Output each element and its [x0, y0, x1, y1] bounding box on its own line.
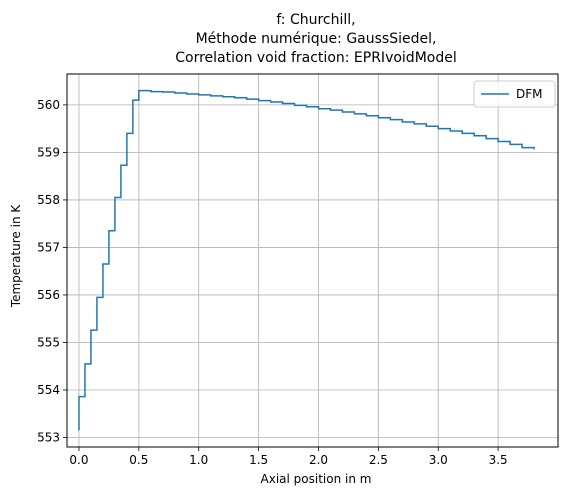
legend-box [473, 80, 556, 108]
y-tick-label: 556 [37, 288, 60, 302]
y-tick-label: 559 [37, 145, 60, 159]
title-line-1: f: Churchill, [276, 12, 355, 28]
title-line-3: Correlation void fraction: EPRIvoidModel [175, 50, 456, 66]
y-tick-label: 560 [37, 98, 60, 112]
x-axis: 0.0 0.5 1.0 1.5 2.0 2.5 3.0 3.5 [69, 447, 508, 467]
y-tick-label: 553 [37, 430, 60, 444]
x-axis-label: Axial position in m [261, 472, 372, 486]
y-axis: 553 554 555 556 557 558 559 560 [37, 98, 67, 444]
plot-frame [66, 73, 559, 448]
y-axis-label: Temperature in K [9, 204, 23, 309]
x-tick-label: 3.5 [489, 453, 508, 467]
y-tick-label: 554 [37, 383, 60, 397]
x-tick-label: 3.0 [429, 453, 448, 467]
plot-series [78, 89, 535, 431]
legend: DFM [473, 80, 556, 108]
y-tick-label: 558 [37, 193, 60, 207]
x-tick-label: 1.0 [189, 453, 208, 467]
series-line-dfm [78, 89, 535, 431]
x-tick-label: 0.0 [69, 453, 88, 467]
grid-lines [67, 74, 558, 447]
x-tick-label: 2.0 [309, 453, 328, 467]
chart-title: f: Churchill, Méthode numérique: GaussSi… [175, 12, 456, 66]
y-tick-label: 557 [37, 240, 60, 254]
x-tick-label: 0.5 [129, 453, 148, 467]
y-tick-label: 555 [37, 335, 60, 349]
legend-label-dfm: DFM [516, 87, 543, 101]
x-tick-label: 2.5 [369, 453, 388, 467]
x-tick-label: 1.5 [249, 453, 268, 467]
title-line-2: Méthode numérique: GaussSiedel, [196, 31, 437, 47]
